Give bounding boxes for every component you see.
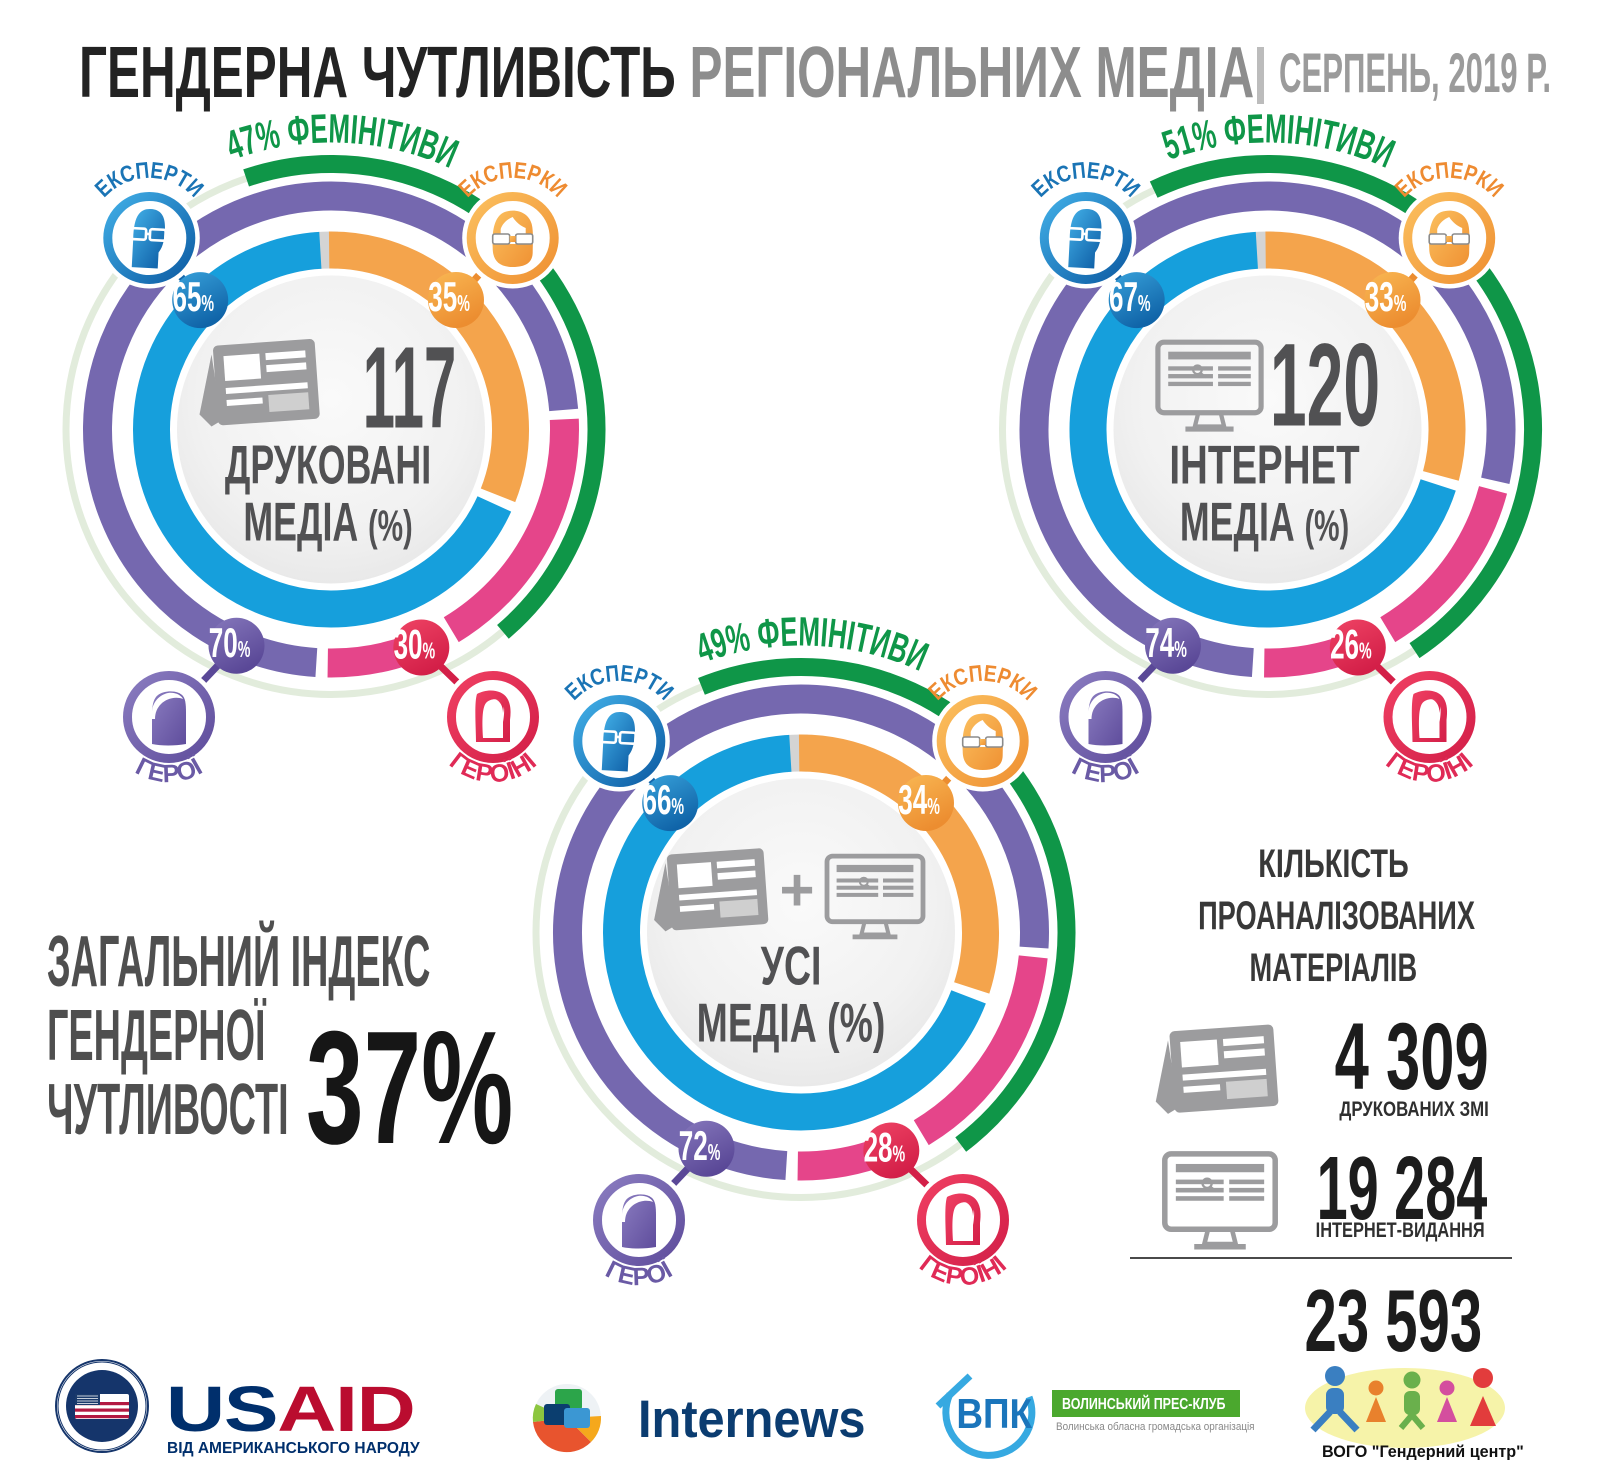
svg-text:70: 70: [209, 620, 238, 667]
svg-text:34: 34: [898, 777, 927, 824]
svg-text:%: %: [893, 1142, 906, 1167]
svg-text:%: %: [1138, 292, 1151, 317]
svg-text:65: 65: [172, 274, 201, 321]
svg-text:%: %: [238, 638, 251, 663]
svg-text:ВОГО "Гендерний центр": ВОГО "Гендерний центр": [1322, 1442, 1524, 1460]
svg-text:%: %: [1359, 639, 1372, 664]
svg-text:Волинська обласна громадська о: Волинська обласна громадська організація: [1056, 1421, 1255, 1434]
svg-text:ІНТЕРНЕТ: ІНТЕРНЕТ: [1169, 435, 1359, 496]
svg-text:28: 28: [864, 1124, 893, 1171]
svg-text:Internews: Internews: [638, 1389, 866, 1448]
svg-text:%: %: [927, 795, 940, 820]
svg-text:33: 33: [1365, 274, 1394, 321]
svg-text:30: 30: [394, 621, 423, 668]
svg-text:35: 35: [428, 274, 457, 321]
svg-text:26: 26: [1330, 621, 1359, 668]
svg-text:ВІД АМЕРИКАНСЬКОГО НАРОДУ: ВІД АМЕРИКАНСЬКОГО НАРОДУ: [167, 1440, 420, 1457]
svg-text:МЕДІА (%): МЕДІА (%): [1180, 491, 1349, 553]
svg-text:ВОЛИНСЬКИЙ ПРЕС-КЛУБ: ВОЛИНСЬКИЙ ПРЕС-КЛУБ: [1062, 1393, 1226, 1413]
svg-text:ВПК: ВПК: [956, 1391, 1033, 1438]
svg-text:%: %: [423, 639, 436, 664]
svg-text:%: %: [671, 795, 684, 820]
svg-text:%: %: [1174, 638, 1187, 663]
svg-text:%: %: [1394, 292, 1407, 317]
svg-text:74: 74: [1145, 620, 1174, 667]
svg-text:67: 67: [1109, 274, 1138, 321]
svg-text:USAID: USAID: [166, 1373, 414, 1445]
svg-text:+: +: [779, 857, 814, 924]
svg-text:ДРУКОВАНІ: ДРУКОВАНІ: [225, 434, 431, 496]
svg-text:МЕДІА (%): МЕДІА (%): [243, 491, 412, 553]
svg-text:%: %: [201, 292, 214, 317]
svg-text:66: 66: [642, 777, 671, 824]
svg-text:120: 120: [1270, 319, 1380, 451]
svg-text:%: %: [457, 292, 470, 317]
